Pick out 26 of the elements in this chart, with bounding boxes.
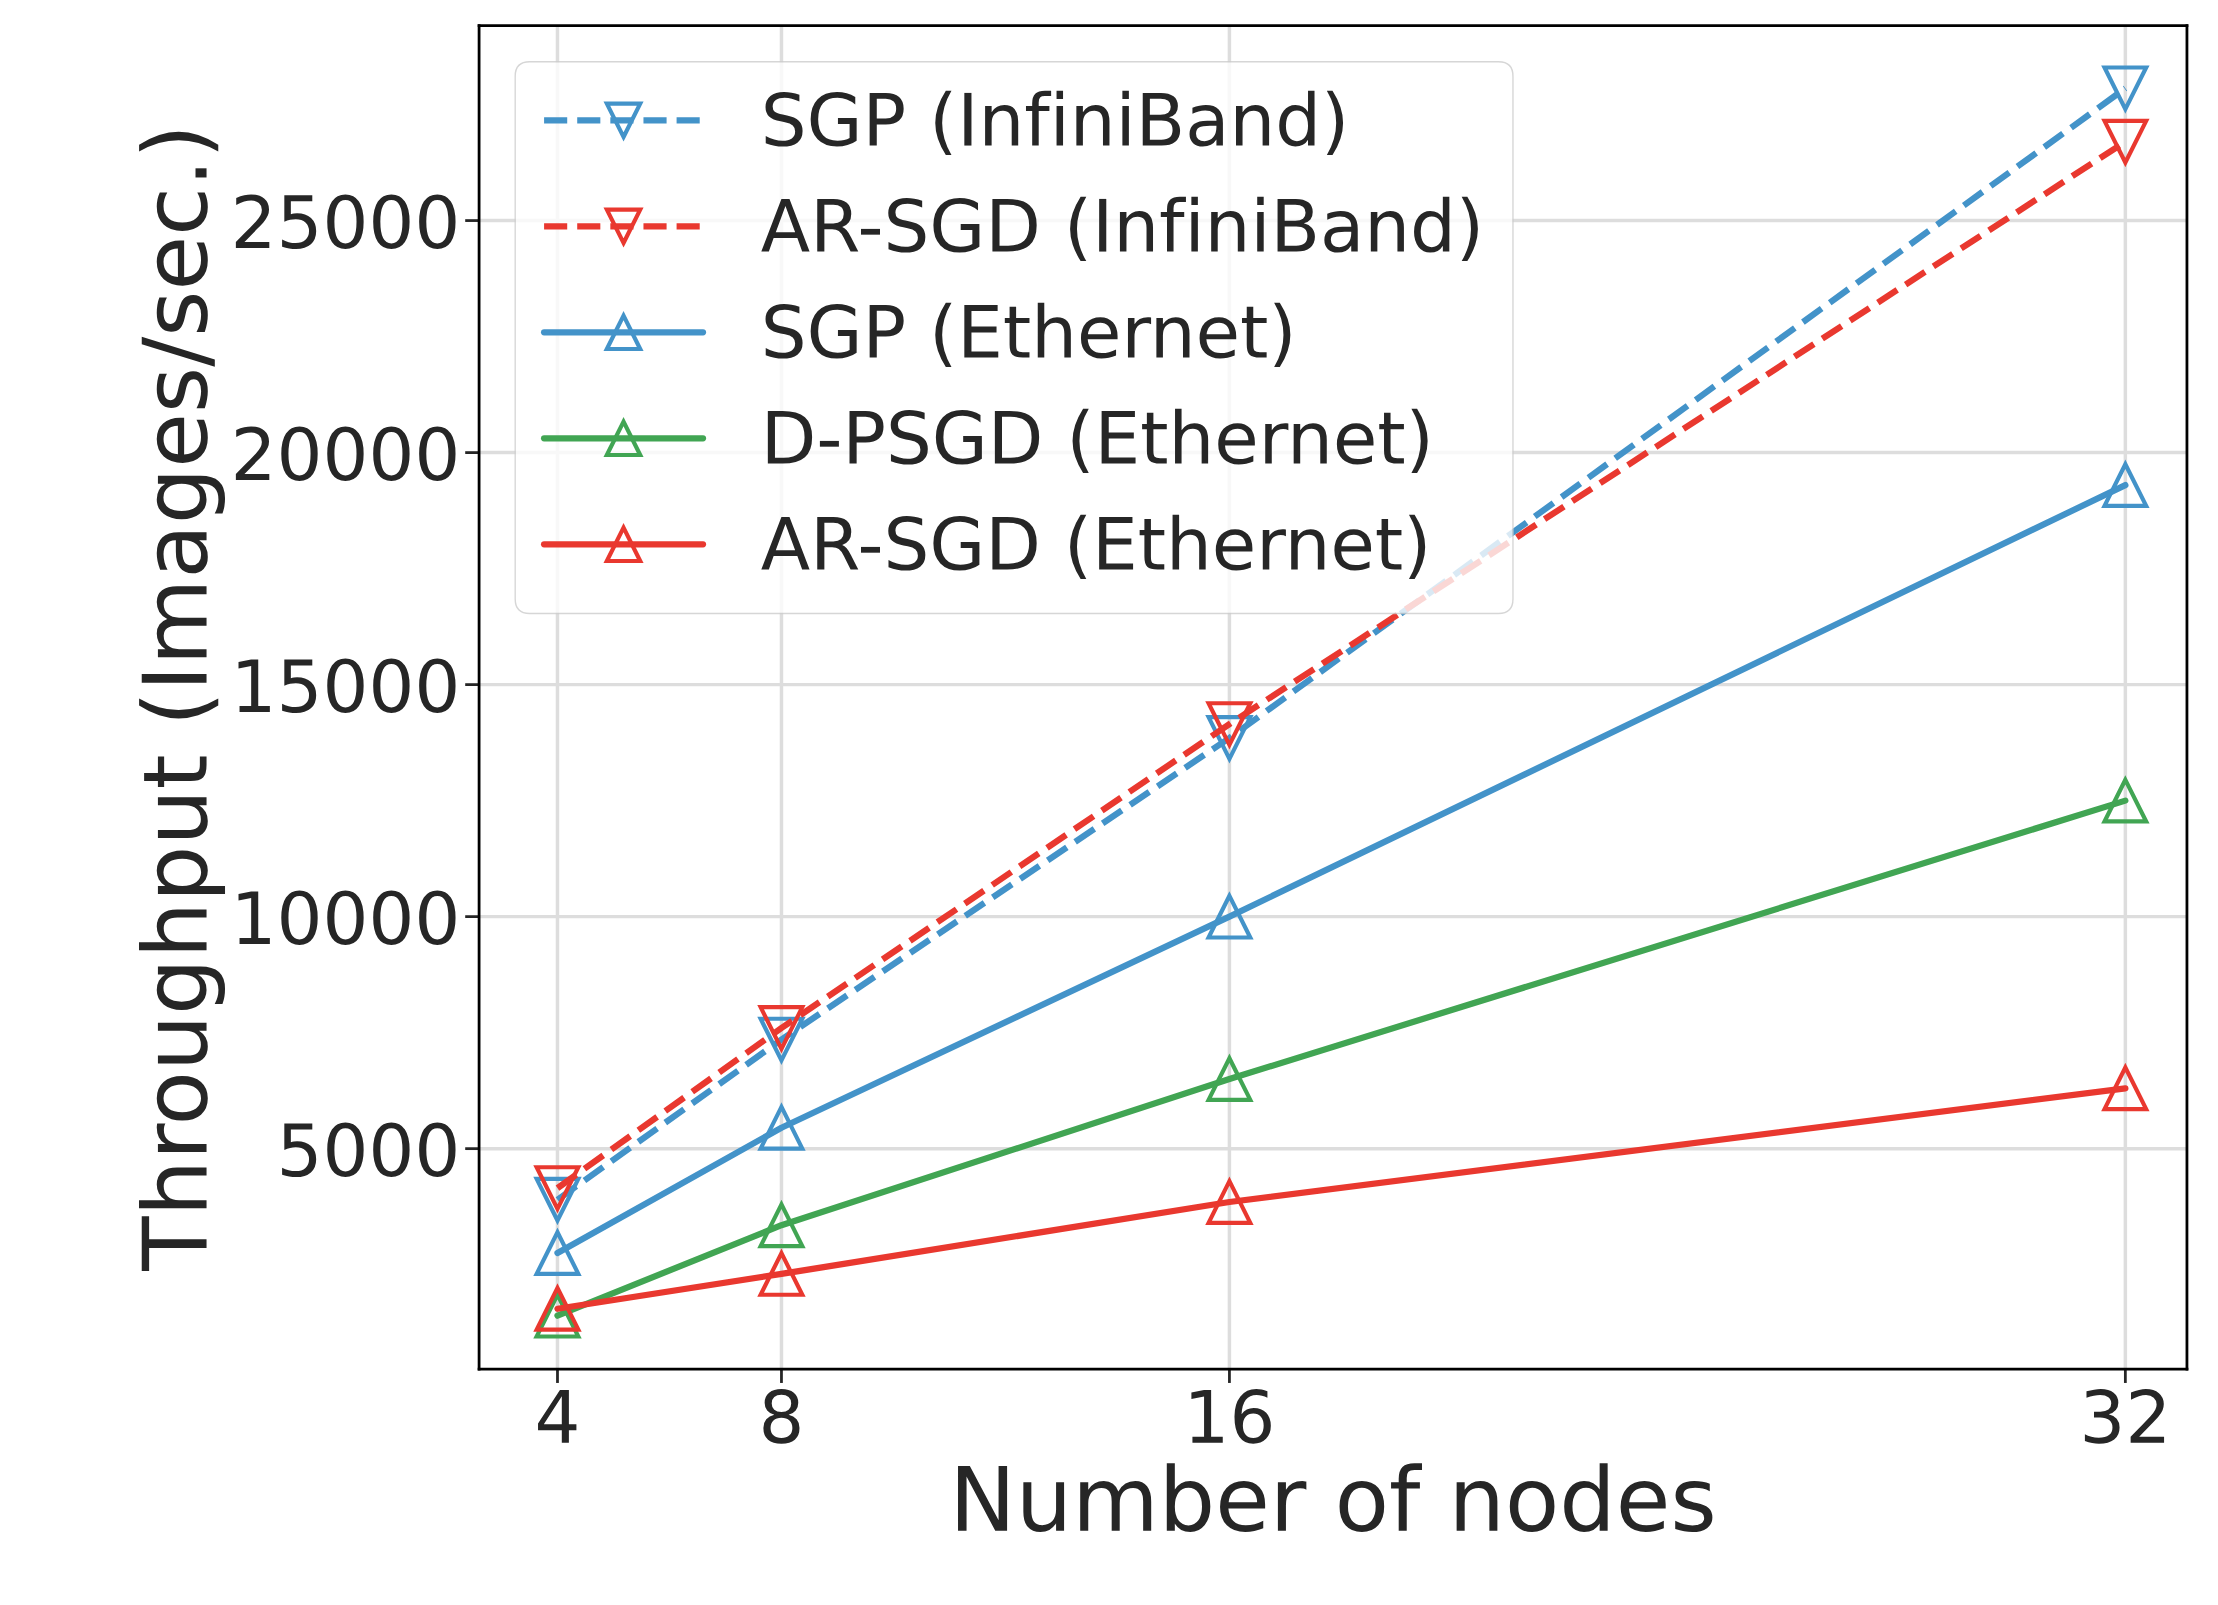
x-tick-label: 32 xyxy=(2084,1389,2165,1444)
y-axis-title: Throughput (Images/sec.) xyxy=(139,131,226,1271)
point xyxy=(533,1283,582,1332)
point xyxy=(2101,65,2150,114)
point xyxy=(2102,118,2149,165)
x-tick-label: 8 xyxy=(763,1389,800,1444)
legend-label: D-PSGD (Ethernet) xyxy=(767,408,1428,474)
legend-label: AR-SGD (InfiniBand) xyxy=(761,196,1478,262)
y-tick-label: 25000 xyxy=(235,194,456,250)
legend-label: AR-SGD (Ethernet) xyxy=(761,514,1426,580)
y-tick-label: 20000 xyxy=(235,426,456,482)
y-tick-label: 15000 xyxy=(238,658,456,714)
point xyxy=(757,1102,806,1151)
legend-label: SGP (Ethernet) xyxy=(765,302,1291,368)
point xyxy=(1205,891,1254,940)
point xyxy=(2102,1065,2149,1112)
x-tick-label: 16 xyxy=(1191,1389,1271,1444)
x-tick-label: 4 xyxy=(538,1390,577,1443)
legend-label: SGP (InfiniBand) xyxy=(765,90,1344,156)
point xyxy=(758,1202,805,1249)
x-axis-title: Number of nodes xyxy=(958,1463,1713,1533)
point xyxy=(2101,775,2150,824)
point xyxy=(533,1165,582,1214)
y-tick-label: 5000 xyxy=(282,1122,456,1178)
y-tick-label: 10000 xyxy=(238,890,456,946)
point xyxy=(758,1016,805,1063)
